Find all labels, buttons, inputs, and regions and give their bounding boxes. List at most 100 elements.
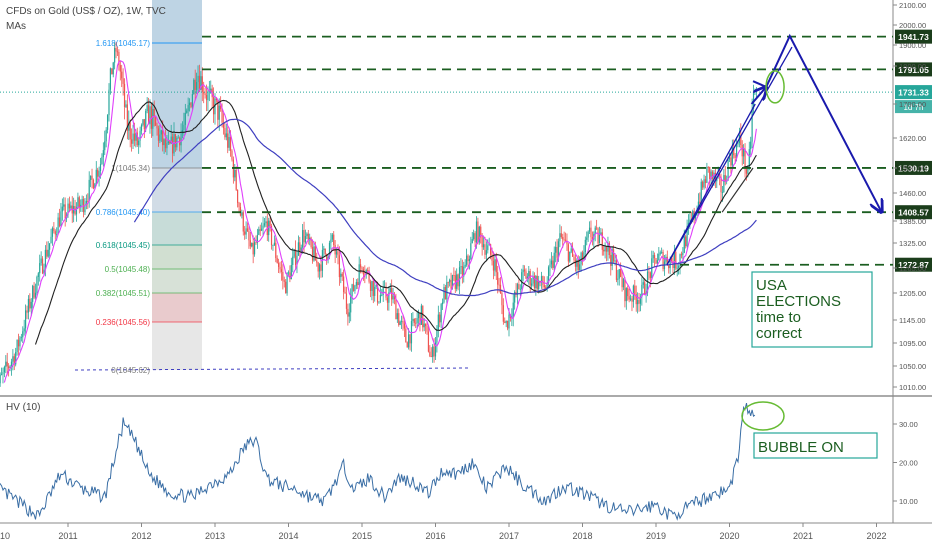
candle-body [423, 323, 425, 328]
candle [369, 279, 372, 298]
candle [605, 246, 608, 262]
candle [750, 136, 752, 158]
time-tick-label: 2018 [572, 531, 592, 541]
candle [261, 222, 263, 232]
candle [106, 114, 109, 134]
fib-level-label: 1.618(1045.17) [96, 39, 151, 48]
candle [6, 352, 8, 376]
candle-body [256, 234, 259, 244]
candle-body [108, 89, 110, 116]
candle [446, 275, 448, 306]
candle [294, 240, 297, 270]
fib-zone-blue [152, 168, 202, 212]
candle [550, 252, 553, 269]
candle-body [505, 320, 507, 323]
candle [699, 192, 701, 213]
candle [518, 279, 520, 290]
hv-tick-label: 30.00 [899, 420, 918, 429]
candle-body [491, 254, 493, 261]
candle-body [95, 169, 97, 184]
candle-body [160, 130, 162, 135]
candle [573, 254, 575, 264]
candle-body [532, 275, 534, 284]
candle-body [692, 211, 694, 220]
candle-body [686, 226, 688, 247]
candle [13, 353, 15, 371]
candle [174, 133, 177, 152]
candle [372, 280, 374, 304]
candle-body [273, 242, 275, 246]
candle [82, 196, 85, 218]
candle [627, 285, 629, 301]
candle-body [47, 249, 49, 257]
candle [724, 166, 726, 186]
candle-body [412, 318, 414, 322]
candle [181, 121, 184, 139]
candle-body [272, 245, 274, 246]
candle-body [139, 130, 141, 141]
fib-level-label: 0.5(1045.48) [105, 265, 151, 274]
candle [368, 266, 370, 284]
candle [586, 231, 588, 246]
candle-body [22, 331, 24, 338]
candle [198, 64, 201, 93]
candle [131, 128, 133, 152]
candle-body [673, 252, 675, 269]
candle-body [447, 282, 449, 284]
candle-body [56, 234, 58, 236]
candle-body [214, 98, 216, 115]
candle [183, 112, 185, 140]
candle-body [668, 265, 670, 269]
candle [34, 283, 37, 300]
candle-body [152, 108, 154, 129]
candle-body [443, 287, 445, 303]
candle [121, 64, 123, 88]
candle-body [570, 248, 572, 252]
candle [32, 284, 34, 310]
candle [196, 72, 198, 94]
candle [19, 336, 21, 351]
candle [87, 193, 89, 210]
candle-body [587, 231, 589, 238]
candle-body [326, 254, 328, 260]
candle-body [136, 132, 138, 146]
candle-body [91, 175, 93, 180]
candle-body [586, 237, 588, 240]
candle [473, 229, 475, 241]
candle-body [16, 339, 18, 353]
candle-body [536, 275, 538, 290]
candle-body [611, 249, 613, 266]
candle-body [566, 240, 568, 245]
candle [658, 247, 660, 261]
candle-body [637, 300, 639, 305]
candle [413, 318, 415, 327]
candle [58, 208, 61, 228]
candle-body [528, 271, 530, 277]
candle [607, 236, 609, 261]
candle [142, 119, 144, 127]
candle [587, 230, 589, 242]
candle-body [278, 262, 280, 267]
candle-body [730, 157, 732, 166]
candle [68, 196, 71, 212]
candle-body [302, 230, 304, 248]
candle [422, 305, 424, 332]
candle-body [196, 82, 198, 90]
ma-fast-line [3, 60, 757, 383]
candle-body [618, 269, 620, 279]
candle [480, 224, 482, 244]
candle-body [591, 237, 593, 240]
candle-body [157, 128, 160, 141]
candle [389, 283, 391, 293]
candle [685, 234, 687, 249]
candle-body [440, 304, 442, 323]
trend-channel-lower [721, 167, 754, 213]
candle-body [432, 346, 434, 357]
candle-body [142, 119, 144, 125]
candle-body [441, 302, 444, 305]
candle-body [711, 171, 714, 179]
time-tick-label: 2013 [205, 531, 225, 541]
candle-body [115, 47, 117, 52]
candle [2, 367, 4, 384]
